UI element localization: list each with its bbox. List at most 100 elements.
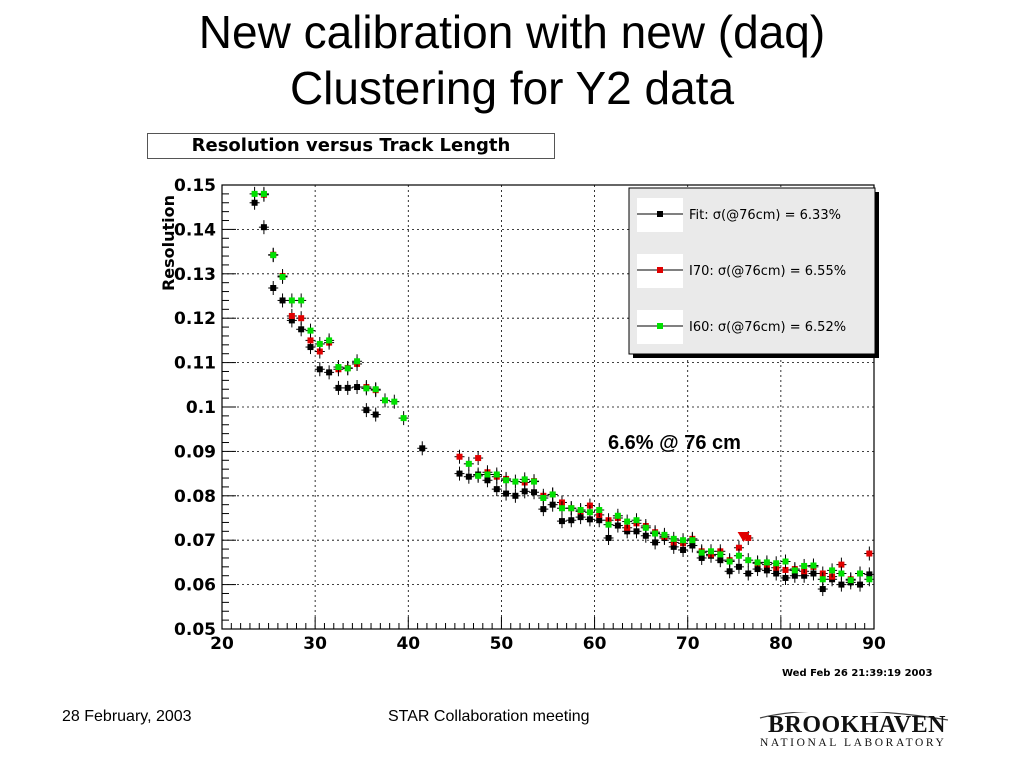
- data-point: [799, 558, 810, 573]
- marker: [521, 488, 528, 495]
- marker: [298, 315, 305, 322]
- marker: [596, 507, 603, 514]
- data-point: [324, 333, 335, 348]
- marker: [735, 563, 742, 570]
- y-tick-label: 0.08: [174, 487, 216, 507]
- data-point: [817, 572, 828, 587]
- marker: [624, 518, 631, 525]
- y-tick-label: 0.14: [174, 220, 216, 240]
- marker: [698, 549, 705, 556]
- data-point: [566, 501, 577, 516]
- marker: [540, 495, 547, 502]
- marker: [857, 570, 864, 577]
- marker: [726, 568, 733, 575]
- data-point: [603, 530, 614, 545]
- marker: [484, 471, 491, 478]
- marker: [661, 531, 668, 538]
- marker: [847, 577, 854, 584]
- data-point: [855, 566, 866, 581]
- marker: [270, 252, 277, 259]
- marker: [745, 534, 752, 541]
- marker: [605, 521, 612, 528]
- x-tick-label: 70: [676, 634, 700, 654]
- slide-title-line1: New calibration with new (daq): [198, 6, 826, 58]
- marker: [680, 537, 687, 544]
- data-point: [314, 336, 325, 351]
- marker: [363, 407, 370, 414]
- marker: [335, 364, 342, 371]
- logo-sub-text: NATIONAL LABORATORY: [760, 737, 947, 749]
- marker: [419, 445, 426, 452]
- x-tick-label: 90: [862, 634, 886, 654]
- data-point: [342, 380, 353, 395]
- y-axis-label: Resolution: [159, 195, 178, 291]
- legend-entry: I70: σ(@76cm) = 6.55%: [689, 264, 846, 279]
- marker: [288, 297, 295, 304]
- data-point: [696, 545, 707, 560]
- marker: [307, 327, 314, 334]
- y-tick-label: 0.13: [174, 265, 216, 285]
- data-point: [780, 554, 791, 569]
- data-point: [566, 513, 577, 528]
- data-point: [305, 323, 316, 338]
- marker: [605, 534, 612, 541]
- data-point: [296, 293, 307, 308]
- marker: [838, 570, 845, 577]
- slide-title-line2: Clustering for Y2 data: [289, 62, 735, 114]
- marker: [782, 574, 789, 581]
- data-point: [640, 520, 651, 535]
- marker: [819, 586, 826, 593]
- plot-timestamp: Wed Feb 26 21:39:19 2003: [782, 668, 933, 679]
- data-point: [324, 365, 335, 380]
- data-point: [594, 503, 605, 518]
- chart-title: Resolution versus Track Length: [147, 133, 555, 159]
- data-point: [491, 467, 502, 482]
- marker: [670, 535, 677, 542]
- y-tick-label: 0.11: [174, 354, 216, 374]
- data-point: [417, 441, 428, 456]
- data-point: [352, 354, 363, 369]
- marker: [549, 491, 556, 498]
- marker: [298, 326, 305, 333]
- data-point: [370, 382, 381, 397]
- marker: [791, 567, 798, 574]
- marker: [577, 507, 584, 514]
- marker: [521, 476, 528, 483]
- data-point: [361, 403, 372, 418]
- brookhaven-logo: BROOKHAVEN NATIONAL LABORATORY: [758, 712, 954, 756]
- marker: [642, 532, 649, 539]
- marker: [745, 557, 752, 564]
- marker: [344, 384, 351, 391]
- marker: [745, 570, 752, 577]
- marker: [288, 312, 295, 319]
- marker: [307, 337, 314, 344]
- marker: [344, 365, 351, 372]
- legend-marker: [657, 211, 663, 217]
- marker: [614, 512, 621, 519]
- data-point: [314, 362, 325, 377]
- marker: [735, 544, 742, 551]
- data-point: [668, 531, 679, 546]
- x-tick-label: 30: [303, 634, 327, 654]
- data-point: [370, 407, 381, 422]
- data-point: [687, 533, 698, 548]
- marker: [633, 517, 640, 524]
- data-point: [249, 186, 260, 201]
- data-point: [268, 248, 279, 263]
- data-point: [836, 566, 847, 581]
- marker: [726, 558, 733, 565]
- marker: [316, 366, 323, 373]
- data-point: [631, 513, 642, 528]
- x-tick-label: 20: [210, 634, 234, 654]
- data-point: [724, 554, 735, 569]
- marker: [354, 384, 361, 391]
- slide-title: New calibration with new (daq) Clustering…: [0, 4, 1024, 116]
- data-point: [678, 533, 689, 548]
- data-point: [650, 526, 661, 541]
- data-point: [286, 293, 297, 308]
- marker: [400, 415, 407, 422]
- marker: [735, 552, 742, 559]
- marker: [372, 411, 379, 418]
- data-point: [575, 503, 586, 518]
- marker: [531, 478, 538, 485]
